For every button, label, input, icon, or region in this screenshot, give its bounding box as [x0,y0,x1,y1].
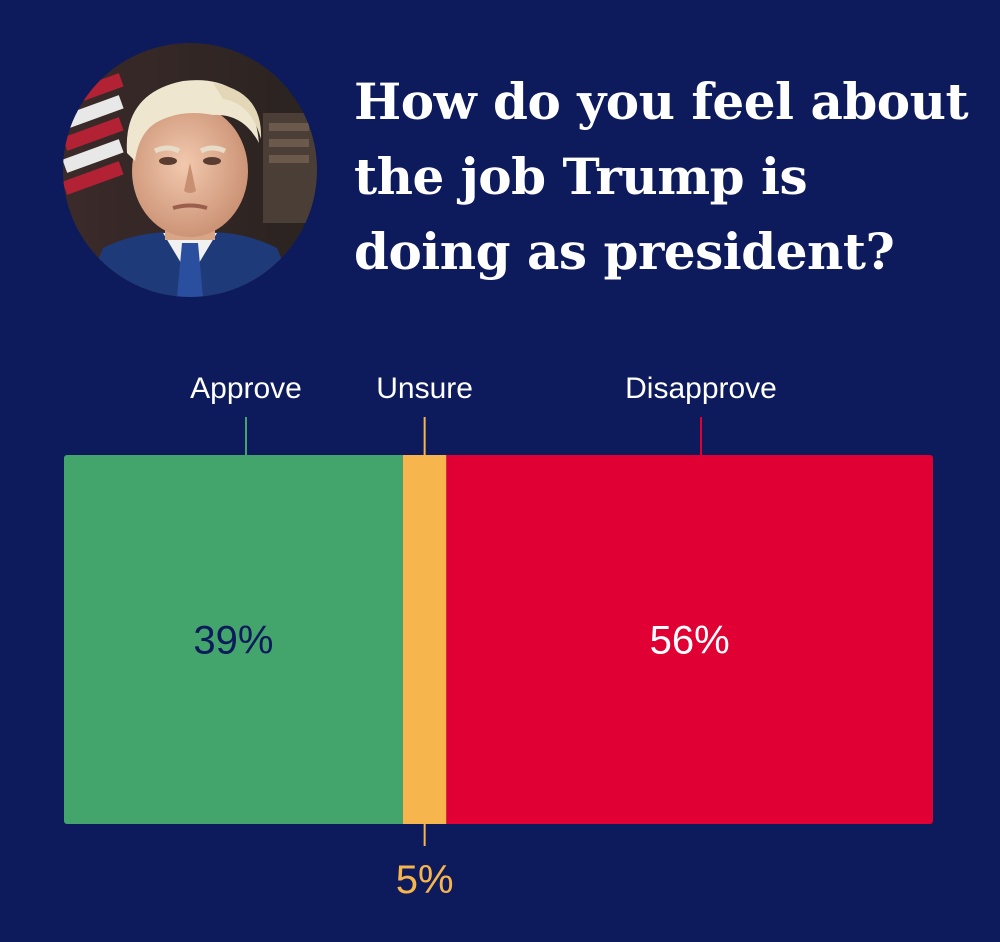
category-label-unsure: Unsure [376,372,473,405]
bar-segment-unsure [402,455,447,824]
bar-segment-approve [64,455,403,824]
value-label-approve: 39% [193,619,273,663]
category-label-approve: Approve [190,372,302,405]
bar-segments [64,455,933,824]
bar-segment-disapprove [446,455,933,824]
chart-title: How do you feel about the job Trump is d… [354,72,969,281]
value-label-disapprove: 56% [650,619,730,663]
category-label-disapprove: Disapprove [625,372,777,405]
value-label-unsure: 5% [396,858,454,902]
portrait-photo [63,43,317,297]
